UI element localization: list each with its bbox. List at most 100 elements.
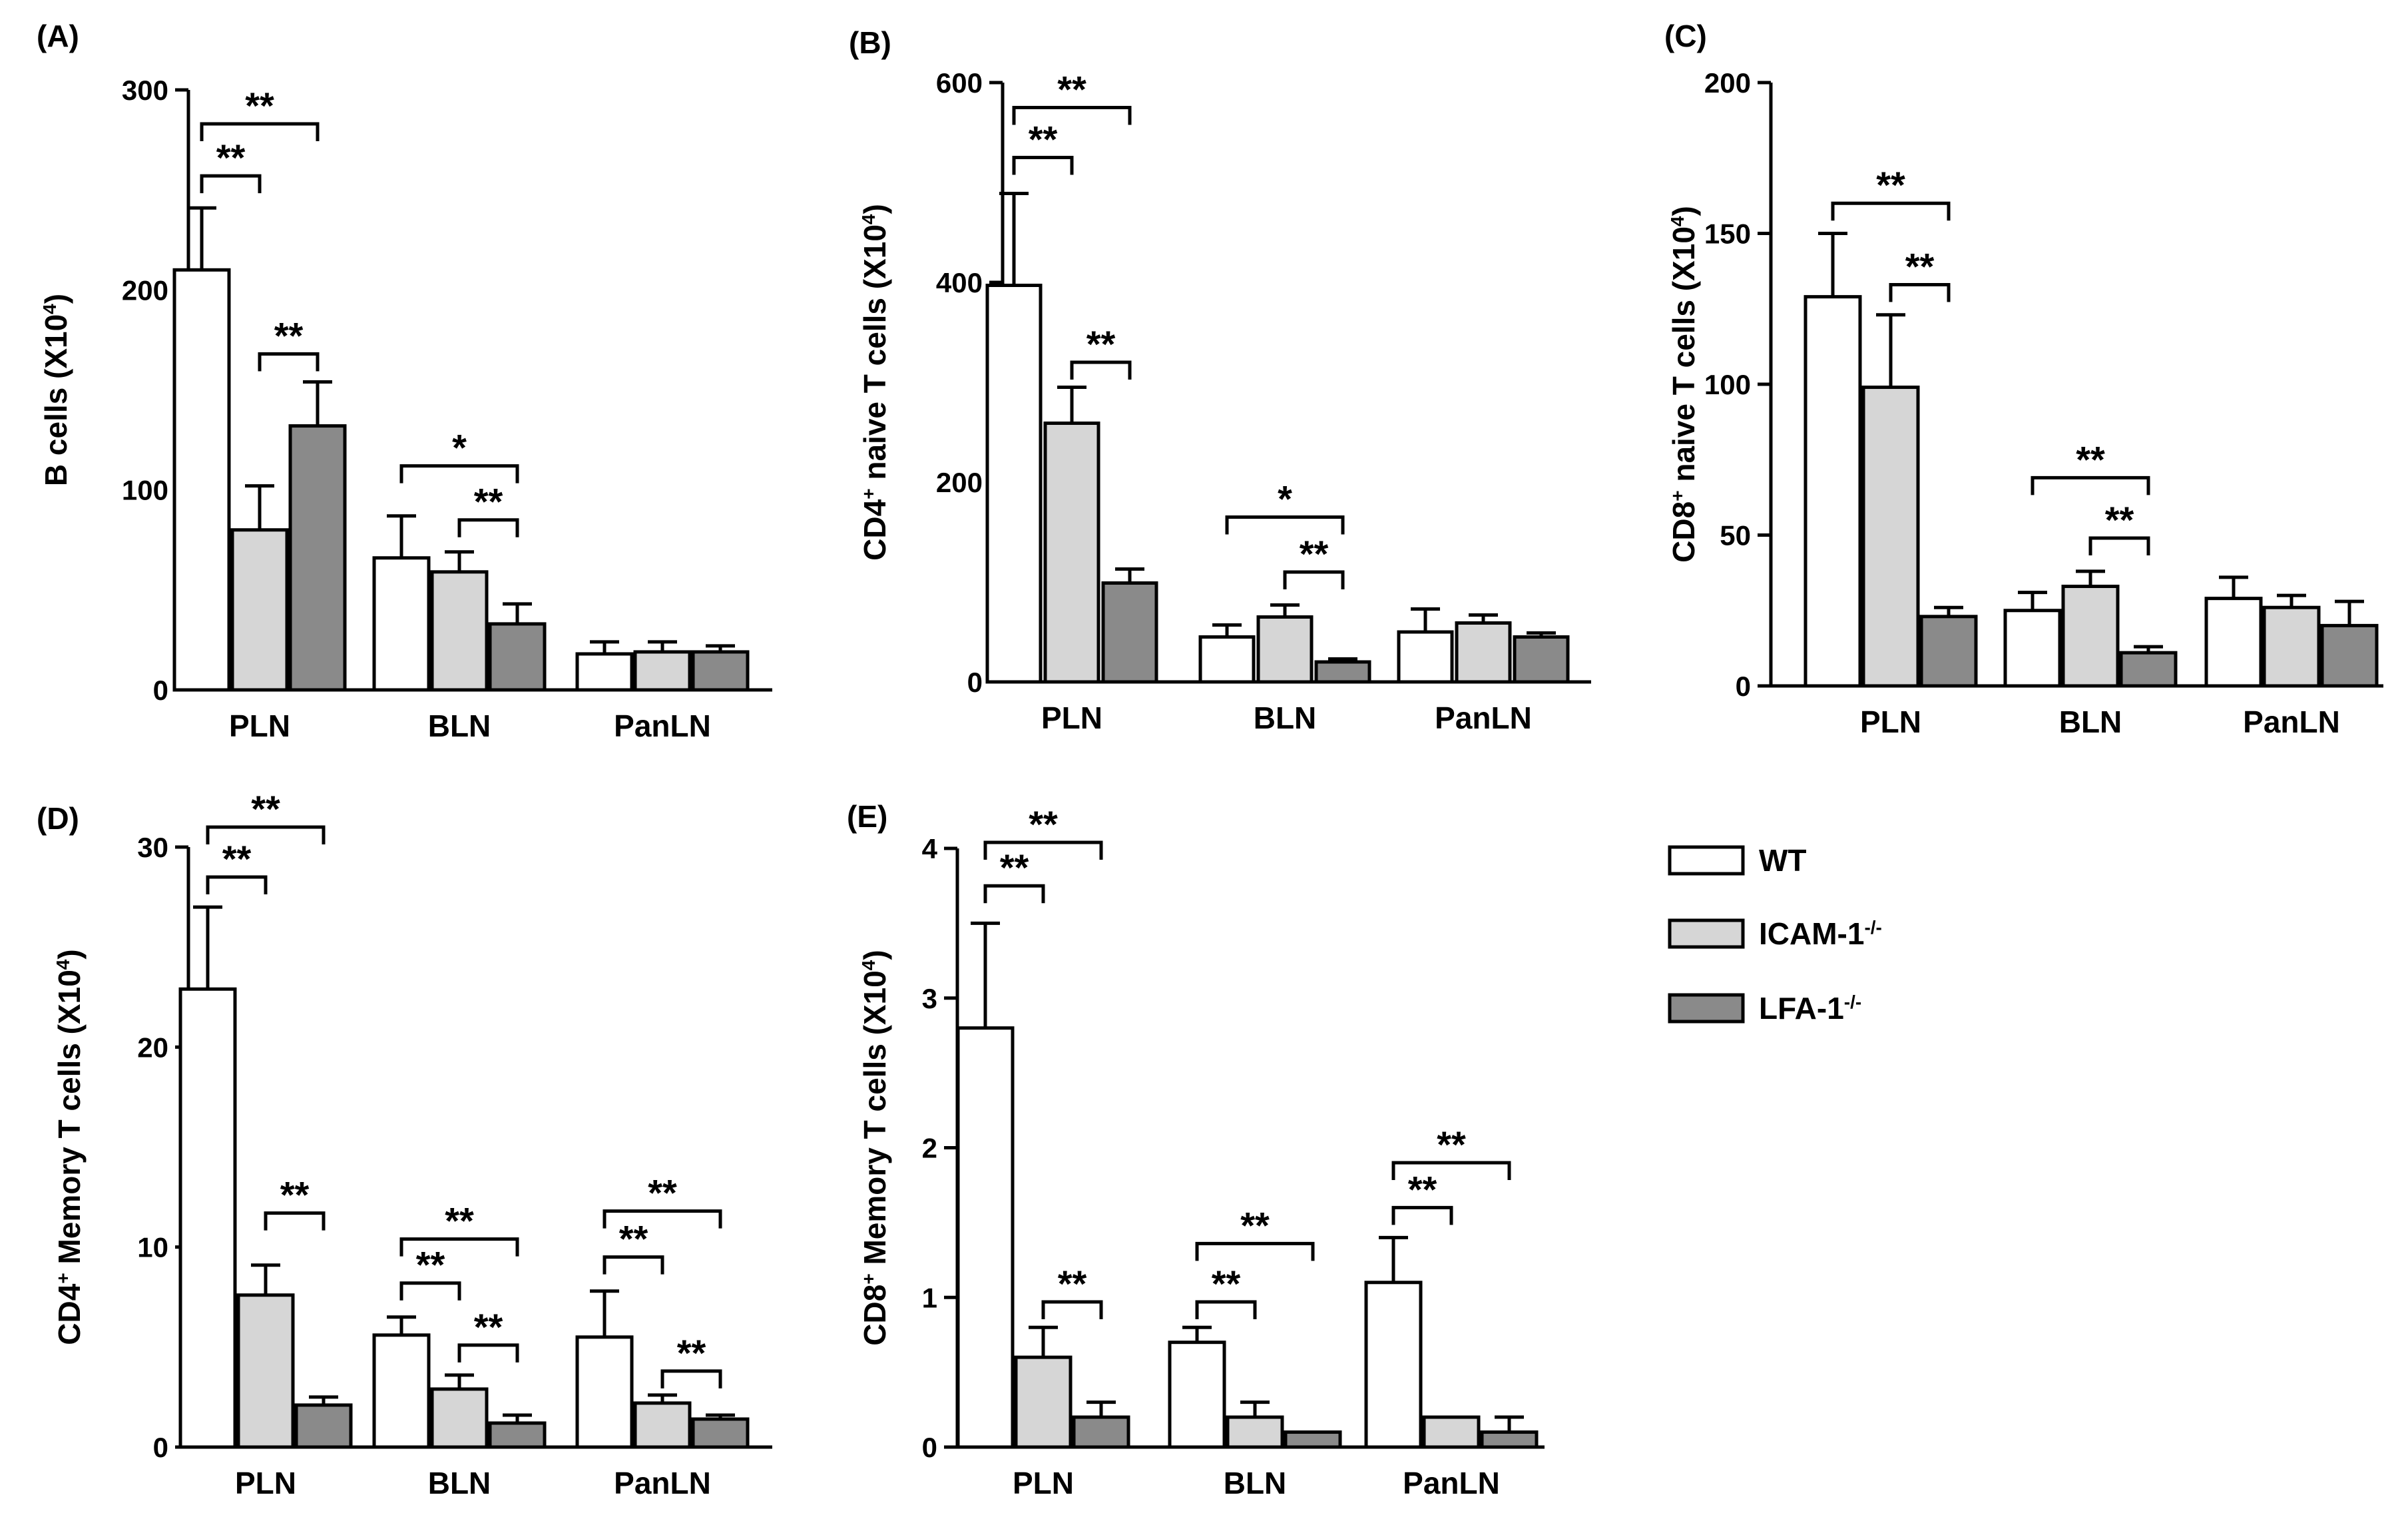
x-tick-label: BLN [1224, 1466, 1287, 1500]
significance-label: ** [474, 481, 503, 523]
legend-item: WT [1668, 843, 1807, 878]
x-tick-label: BLN [428, 1466, 491, 1500]
y-tick-label: 1 [922, 1282, 937, 1313]
bar [691, 1417, 750, 1449]
y-axis-label: CD4+ naive T cells (X104) [857, 204, 892, 561]
bar [1364, 1281, 1423, 1449]
x-tick-label: PLN [1041, 701, 1102, 735]
bar [294, 1403, 353, 1449]
y-tick-label: 0 [153, 675, 168, 706]
panel-d: (D) 0 10 20 30 CD4+ Memory T cells (X104) PLN B… [37, 788, 772, 1500]
y-tick-label: 30 [137, 832, 168, 863]
bar [2003, 609, 2062, 688]
significance-bracket [983, 840, 1103, 860]
significance-label: * [1278, 478, 1292, 520]
significance-label: ** [222, 838, 252, 880]
bar [575, 1335, 634, 1449]
x-tick-label: PanLN [614, 1466, 711, 1500]
significance-bracket [1831, 201, 1951, 221]
significance-bracket [1012, 106, 1132, 125]
x-tick-label: PanLN [614, 709, 711, 743]
bar [2262, 605, 2321, 688]
bar [1014, 1355, 1073, 1449]
panel-label: (E) [847, 799, 887, 834]
significance-label: ** [619, 1218, 648, 1260]
y-tick-label: 0 [1736, 671, 1751, 702]
bar [236, 1293, 295, 1449]
significance-label: ** [1058, 1263, 1087, 1305]
x-tick-label: PLN [235, 1466, 296, 1500]
significance-bracket [602, 1209, 722, 1229]
panel-c: (C) 0 50 100 150 200 CD8+ naive T cells (X104)… [1664, 19, 2383, 739]
significance-bracket [1195, 1241, 1315, 1261]
significance-label: ** [2105, 499, 2134, 541]
panel-b: (B) 0 200 400 600 CD4+ naive T cells (X104) PL… [849, 25, 1591, 735]
x-tick-label: PLN [1013, 1466, 1074, 1500]
significance-label: ** [2076, 438, 2105, 480]
y-tick-label: 0 [967, 667, 983, 698]
significance-label: ** [1212, 1263, 1241, 1305]
y-axis-label: CD4+ Memory T cells (X104) [52, 949, 87, 1345]
significance-label: ** [1408, 1168, 1437, 1210]
bar [2204, 597, 2263, 688]
significance-label: ** [677, 1332, 706, 1374]
x-tick-label: PanLN [1435, 701, 1532, 735]
y-tick-label: 150 [1704, 218, 1751, 250]
bar [1919, 615, 1978, 688]
bar [1226, 1415, 1284, 1449]
significance-bracket [200, 174, 262, 194]
significance-label: ** [1437, 1123, 1466, 1165]
bar [1256, 615, 1314, 684]
bar [1861, 386, 1920, 688]
significance-label: ** [1029, 803, 1058, 845]
bar [372, 1333, 431, 1449]
legend-label: ICAM-1-/- [1759, 916, 1882, 951]
bar [172, 268, 231, 692]
bar [372, 556, 431, 692]
y-tick-label: 600 [936, 67, 983, 99]
significance-label: ** [1300, 533, 1329, 575]
x-tick-label: BLN [1254, 701, 1317, 735]
bar [1513, 635, 1570, 684]
significance-bracket [399, 1237, 519, 1257]
bar [1168, 1341, 1226, 1449]
legend-swatch [1668, 993, 1745, 1024]
bar [633, 650, 692, 692]
y-tick-label: 300 [122, 75, 168, 106]
significance-bracket [660, 1369, 722, 1388]
x-tick-label: PLN [229, 709, 290, 743]
significance-bracket [1012, 156, 1074, 175]
bar [1101, 581, 1158, 684]
y-axis-label: CD8+ Memory T cells (X104) [857, 950, 892, 1345]
bar [1455, 621, 1512, 684]
bar [1198, 635, 1256, 684]
significance-label: ** [1086, 323, 1116, 365]
significance-label: ** [1057, 69, 1086, 111]
bar [430, 1387, 489, 1449]
bar [230, 528, 289, 692]
significance-bracket [1889, 283, 1951, 302]
y-tick-label: 200 [122, 274, 168, 306]
bar [2119, 651, 2178, 688]
panel-label: (B) [849, 25, 891, 60]
significance-bracket [602, 1255, 664, 1275]
significance-label: ** [1029, 119, 1058, 160]
significance-bracket [200, 122, 320, 142]
significance-label: ** [245, 85, 274, 127]
significance-label: ** [416, 1244, 445, 1286]
x-tick-label: PanLN [1403, 1466, 1500, 1500]
significance-bracket [1391, 1161, 1511, 1180]
bar [1480, 1430, 1539, 1449]
y-tick-label: 2 [922, 1133, 937, 1164]
y-axis-label: CD8+ naive T cells (X104) [1666, 206, 1701, 563]
bar [1284, 1430, 1342, 1449]
y-tick-label: 100 [122, 475, 168, 506]
bar [575, 652, 634, 692]
significance-label: ** [648, 1172, 677, 1214]
significance-label: ** [474, 1306, 503, 1348]
legend-item: LFA-1-/- [1668, 991, 1861, 1026]
significance-bracket [1283, 570, 1345, 589]
bar [288, 424, 347, 692]
significance-label: ** [280, 1174, 310, 1216]
